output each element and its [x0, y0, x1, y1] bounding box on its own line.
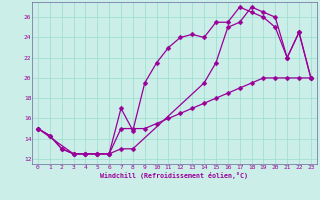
X-axis label: Windchill (Refroidissement éolien,°C): Windchill (Refroidissement éolien,°C): [100, 172, 248, 179]
